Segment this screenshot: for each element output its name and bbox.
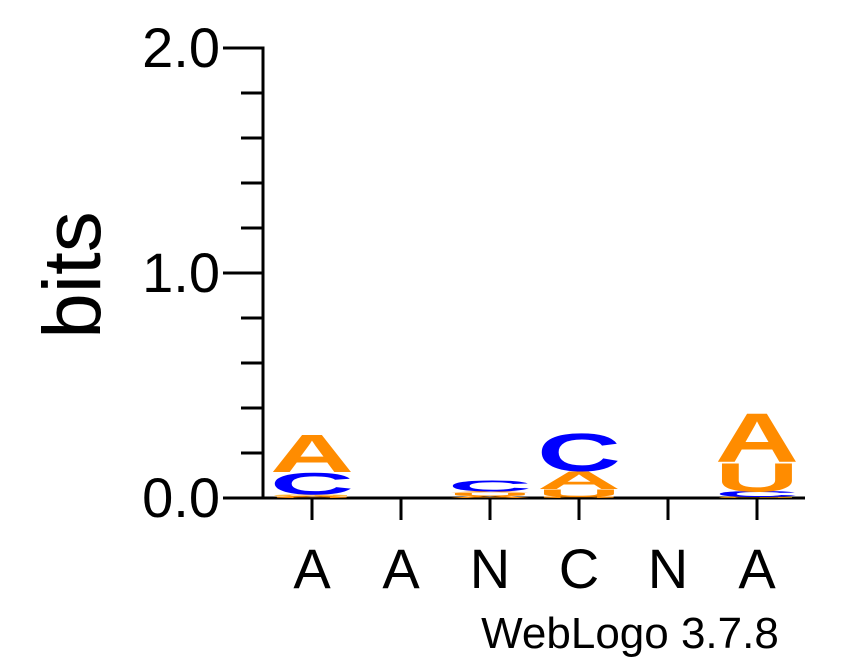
y-tick-label: 1.0: [142, 241, 220, 304]
y-tick-label: 0.0: [142, 466, 220, 529]
logo-letter-u: U: [537, 497, 621, 499]
logo-letter-g: G: [270, 494, 354, 496]
x-tick-label: A: [738, 537, 776, 600]
logo-letter-c: C: [537, 422, 621, 482]
y-tick-label: 2.0: [142, 16, 220, 79]
axes: 0.01.02.0A A N C N A: [142, 16, 805, 600]
logo-letter-g: G: [715, 497, 799, 499]
logo-letter-u: U: [715, 455, 799, 500]
logo-letter-a: A: [270, 495, 354, 497]
logo-letter-u: U: [270, 497, 354, 499]
logo-letter-a: A: [270, 423, 354, 483]
y-axis-label: bits: [27, 211, 118, 339]
x-tick-label: A: [293, 537, 331, 600]
logo-letter-c: C: [448, 477, 532, 495]
logo-letter-c: C: [270, 466, 354, 501]
logo-letter-a: A: [448, 495, 532, 499]
x-tick-label: N: [470, 537, 510, 600]
x-tick-label: C: [559, 537, 599, 600]
weblogo-version-label: WebLogo 3.7.8: [481, 609, 779, 658]
x-tick-label: N: [648, 537, 688, 600]
logo-letter-u: U: [448, 491, 532, 496]
x-tick-label: A: [382, 537, 420, 600]
logo-letter-a: A: [448, 491, 532, 493]
logo-letter-c: C: [715, 490, 799, 499]
logo-letter-a: A: [715, 400, 799, 477]
logo-letter-a: A: [537, 467, 621, 495]
logo-letter-u: U: [537, 487, 621, 499]
